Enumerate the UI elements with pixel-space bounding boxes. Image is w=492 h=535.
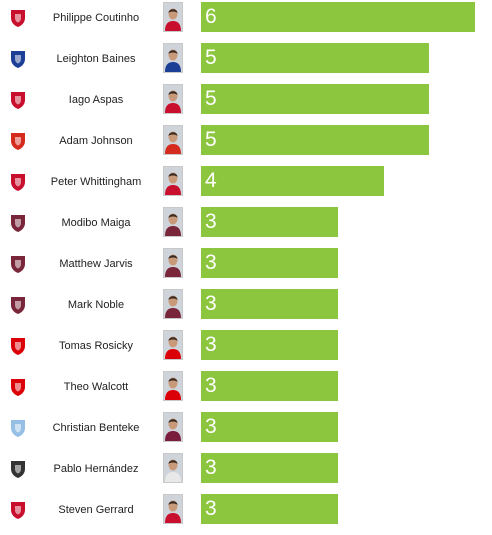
chart-row: Modibo Maiga 3 xyxy=(0,207,492,248)
liverpool-crest-icon xyxy=(9,90,27,110)
bar-value-label: 3 xyxy=(205,210,217,233)
bar xyxy=(201,207,338,237)
player-photo xyxy=(163,371,183,401)
player-photo xyxy=(163,166,183,196)
bar xyxy=(201,494,338,524)
bar xyxy=(201,289,338,319)
bar xyxy=(201,2,475,32)
chart-row: Christian Benteke 3 xyxy=(0,412,492,453)
west-ham-crest-icon xyxy=(9,213,27,233)
player-photo xyxy=(163,494,183,524)
chart-row: Theo Walcott 3 xyxy=(0,371,492,412)
chart-row: Philippe Coutinho 6 xyxy=(0,2,492,43)
chart-row: Iago Aspas 5 xyxy=(0,84,492,125)
chart-row: Peter Whittingham 4 xyxy=(0,166,492,207)
player-name: Philippe Coutinho xyxy=(52,12,140,24)
player-photo xyxy=(163,43,183,73)
player-photo xyxy=(163,248,183,278)
player-photo xyxy=(163,84,183,114)
player-name: Tomas Rosicky xyxy=(59,340,133,352)
bar xyxy=(201,166,384,196)
bar-value-label: 5 xyxy=(205,128,217,151)
swansea-crest-icon xyxy=(9,459,27,479)
player-name: Pablo Hernández xyxy=(53,463,139,475)
west-ham-crest-icon xyxy=(9,295,27,315)
player-name: Matthew Jarvis xyxy=(59,258,133,270)
bar xyxy=(201,371,338,401)
player-photo xyxy=(163,125,183,155)
bar xyxy=(201,248,338,278)
player-name: Modibo Maiga xyxy=(61,217,131,229)
bar-value-label: 3 xyxy=(205,333,217,356)
liverpool-crest-icon xyxy=(9,8,27,28)
chart-row: Matthew Jarvis 3 xyxy=(0,248,492,289)
arsenal-crest-icon xyxy=(9,336,27,356)
everton-crest-icon xyxy=(9,49,27,69)
player-name: Iago Aspas xyxy=(68,94,124,106)
player-name: Peter Whittingham xyxy=(50,176,142,188)
bar xyxy=(201,412,338,442)
west-ham-crest-icon xyxy=(9,254,27,274)
bar-value-label: 5 xyxy=(205,87,217,110)
chart-row: Steven Gerrard 3 xyxy=(0,494,492,535)
player-name: Leighton Baines xyxy=(56,53,136,65)
bar xyxy=(201,125,429,155)
player-photo xyxy=(163,412,183,442)
aston-villa-crest-icon xyxy=(9,418,27,438)
bar-value-label: 3 xyxy=(205,497,217,520)
cardiff-crest-icon xyxy=(9,172,27,192)
sunderland-crest-icon xyxy=(9,131,27,151)
chart-row: Mark Noble 3 xyxy=(0,289,492,330)
player-name: Christian Benteke xyxy=(52,422,140,434)
bar-value-label: 3 xyxy=(205,292,217,315)
bar-value-label: 3 xyxy=(205,374,217,397)
chart-row: Pablo Hernández 3 xyxy=(0,453,492,494)
arsenal-crest-icon xyxy=(9,377,27,397)
bar-value-label: 6 xyxy=(205,5,217,28)
chart-row: Leighton Baines 5 xyxy=(0,43,492,84)
bar xyxy=(201,453,338,483)
player-photo xyxy=(163,330,183,360)
bar xyxy=(201,84,429,114)
player-photo xyxy=(163,453,183,483)
bar-value-label: 5 xyxy=(205,46,217,69)
chart-row: Adam Johnson 5 xyxy=(0,125,492,166)
bar-value-label: 3 xyxy=(205,456,217,479)
player-photo xyxy=(163,2,183,32)
player-name: Mark Noble xyxy=(67,299,125,311)
bar-value-label: 3 xyxy=(205,415,217,438)
player-name: Adam Johnson xyxy=(59,135,133,147)
bar xyxy=(201,43,429,73)
player-photo xyxy=(163,289,183,319)
bar-value-label: 3 xyxy=(205,251,217,274)
player-name: Steven Gerrard xyxy=(58,504,134,516)
liverpool-crest-icon xyxy=(9,500,27,520)
player-photo xyxy=(163,207,183,237)
bar xyxy=(201,330,338,360)
chart-row: Tomas Rosicky 3 xyxy=(0,330,492,371)
bar-value-label: 4 xyxy=(205,169,217,192)
player-name: Theo Walcott xyxy=(63,381,129,393)
